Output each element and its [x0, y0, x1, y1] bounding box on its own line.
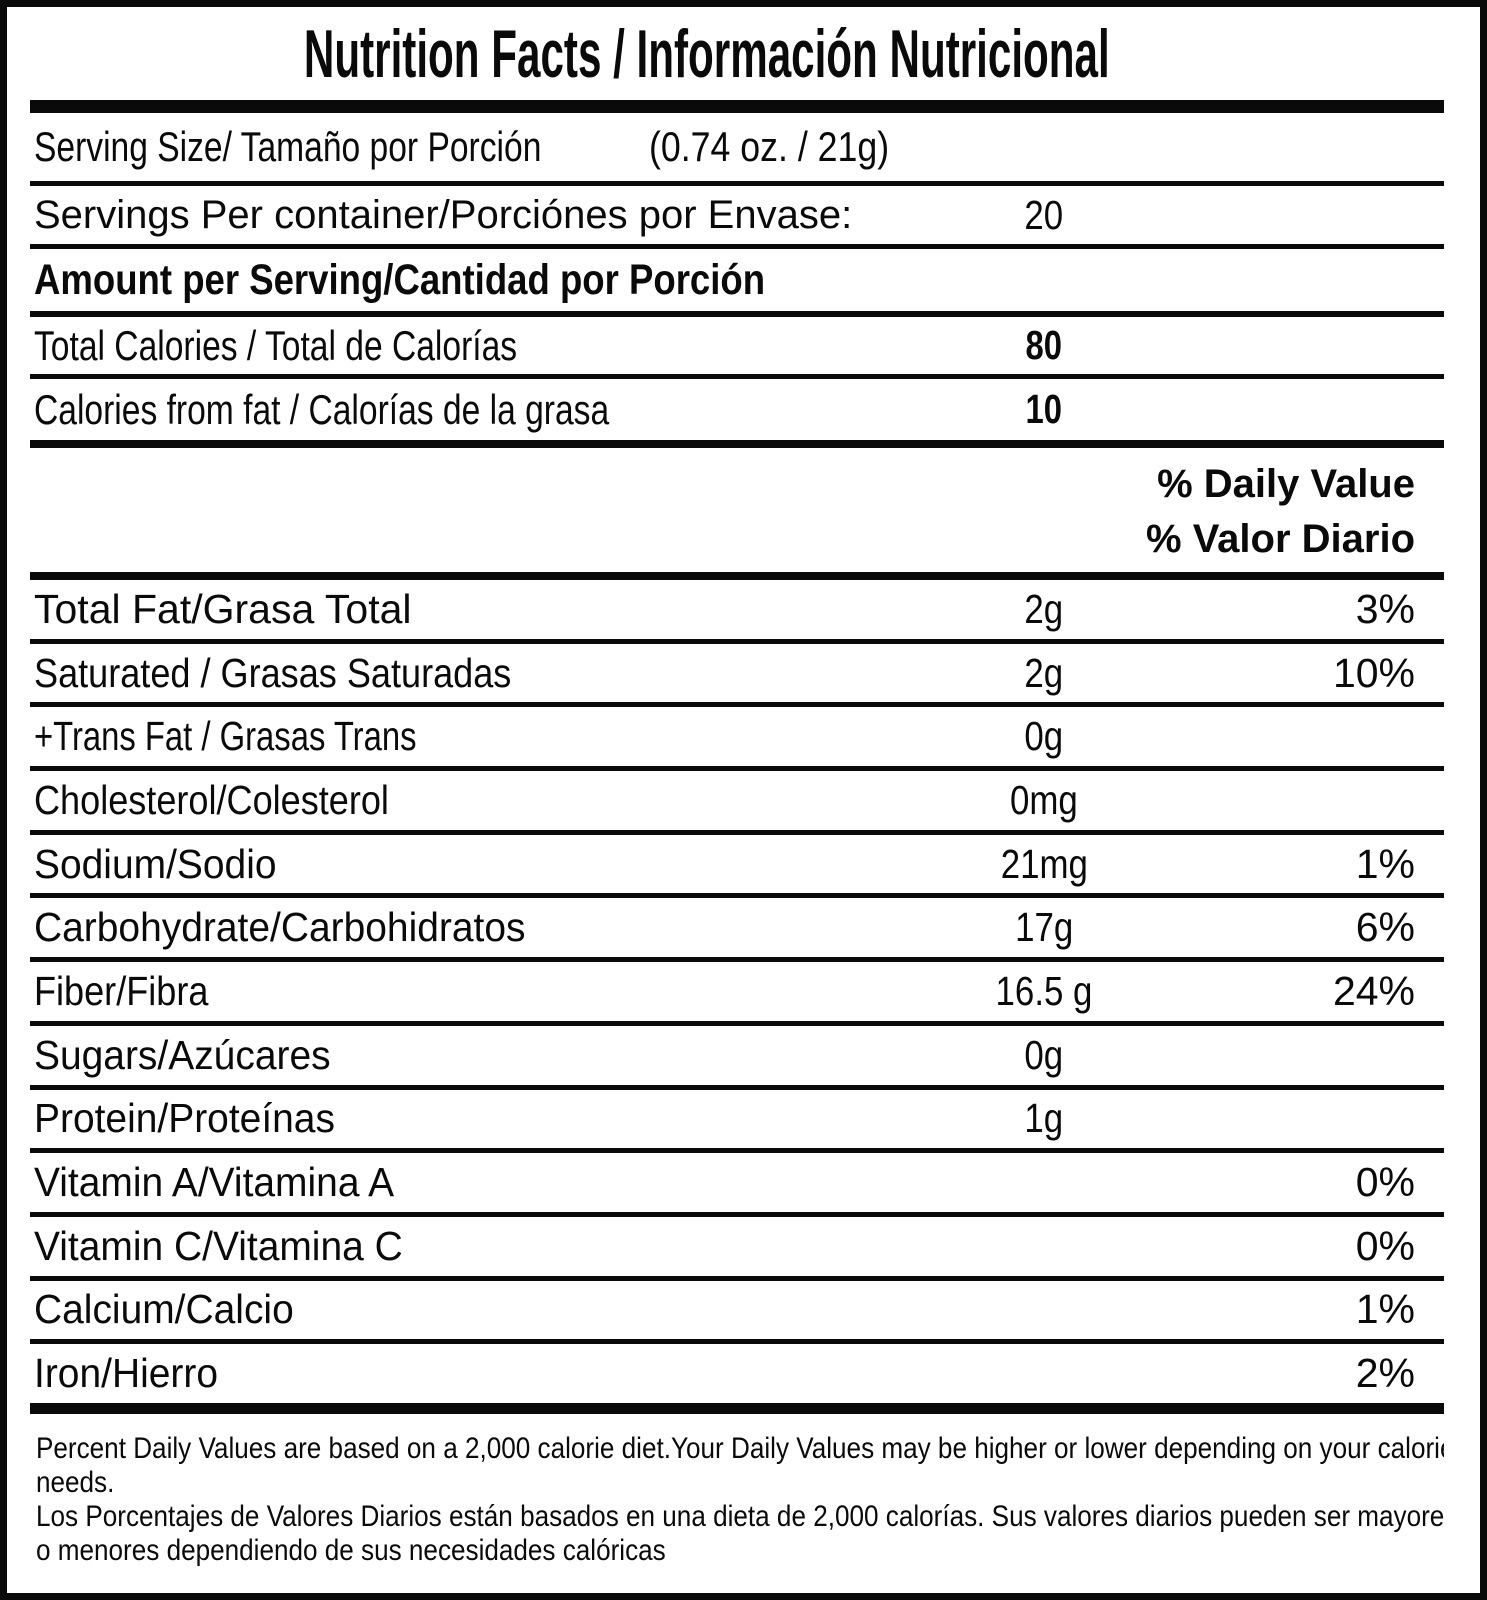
- nutrient-daily-value: 6%: [1355, 904, 1415, 951]
- nutrient-row-carbohydrate: Carbohydrate/Carbohidratos 17g 6%: [30, 898, 1444, 957]
- nutrient-label: Fiber/Fibra: [34, 967, 209, 1014]
- nutrient-daily-value: 0%: [1355, 1222, 1415, 1269]
- servings-per-container-row: Servings Per container/Porciónes por Env…: [30, 186, 1444, 244]
- nutrient-amount: 0g: [1024, 1031, 1064, 1078]
- calories-from-fat-label: Calories from fat / Calorías de la grasa: [34, 385, 610, 433]
- nutrient-row-saturated-fat: Saturated / Grasas Saturadas 2g 10%: [30, 644, 1444, 703]
- footnote-spanish: Los Porcentajes de Valores Diarios están…: [36, 1499, 1444, 1567]
- divider-thick: [30, 1402, 1444, 1414]
- nutrient-row-vitamin-a: Vitamin A/Vitamina A 0%: [30, 1153, 1444, 1212]
- nutrient-daily-value: 1%: [1355, 840, 1415, 887]
- nutrient-daily-value: 1%: [1355, 1286, 1415, 1333]
- nutrient-row-protein: Protein/Proteínas 1g: [30, 1090, 1444, 1149]
- nutrient-daily-value: 24%: [1332, 967, 1415, 1014]
- nutrient-amount: 21mg: [1000, 840, 1088, 887]
- nutrient-label: Cholesterol/Colesterol: [34, 776, 389, 823]
- footnotes: Percent Daily Values are based on a 2,00…: [30, 1414, 1444, 1593]
- serving-size-value: (0.74 oz. / 21g): [649, 123, 890, 170]
- divider: [30, 1084, 1444, 1090]
- nutrient-label: Vitamin A/Vitamina A: [34, 1159, 395, 1206]
- daily-value-header-es: % Valor Diario: [1146, 517, 1415, 561]
- nutrient-label: Sodium/Sodio: [34, 840, 277, 887]
- serving-size-label: Serving Size/ Tamaño por Porción: [34, 123, 542, 170]
- servings-per-container-label: Servings Per container/Porciónes por Env…: [34, 192, 853, 237]
- divider-thick: [30, 440, 1444, 448]
- nutrient-daily-value: 2%: [1355, 1350, 1415, 1397]
- nutrient-row-cholesterol: Cholesterol/Colesterol 0mg: [30, 771, 1444, 830]
- divider: [30, 311, 1444, 317]
- nutrient-amount: 16.5 g: [995, 967, 1093, 1014]
- nutrient-label: +Trans Fat / Grasas Trans: [34, 713, 417, 760]
- nutrient-amount: 1g: [1024, 1095, 1064, 1142]
- divider: [30, 374, 1444, 379]
- divider: [30, 244, 1444, 249]
- amount-per-serving-header: Amount per Serving/Cantidad por Porción: [30, 249, 1444, 311]
- nutrient-row-fiber: Fiber/Fibra 16.5 g 24%: [30, 962, 1444, 1021]
- nutrient-amount: 0g: [1024, 713, 1064, 760]
- divider: [30, 1339, 1444, 1345]
- nutrient-amount: 2g: [1024, 585, 1064, 632]
- calories-from-fat-row: Calories from fat / Calorías de la grasa…: [30, 379, 1444, 440]
- divider-thick: [30, 572, 1444, 580]
- total-calories-value: 80: [1025, 322, 1063, 368]
- servings-per-container-value: 20: [1024, 191, 1064, 238]
- total-calories-row: Total Calories / Total de Calorías 80: [30, 317, 1444, 374]
- daily-value-header: % Daily Value % Valor Diario: [30, 448, 1444, 572]
- label-header: Nutrition Facts / Información Nutriciona…: [30, 7, 1444, 100]
- nutrient-row-sodium: Sodium/Sodio 21mg 1%: [30, 835, 1444, 894]
- divider: [30, 1148, 1444, 1154]
- divider: [30, 1275, 1444, 1281]
- nutrient-row-vitamin-c: Vitamin C/Vitamina C 0%: [30, 1217, 1444, 1276]
- nutrient-amount: 17g: [1014, 904, 1074, 951]
- footnote-english: Percent Daily Values are based on a 2,00…: [36, 1431, 1444, 1499]
- divider: [30, 766, 1444, 772]
- divider: [30, 702, 1444, 708]
- nutrient-label: Carbohydrate/Carbohidratos: [34, 904, 526, 951]
- nutrient-label: Total Fat/Grasa Total: [34, 585, 412, 632]
- page-title: Nutrition Facts / Información Nutriciona…: [304, 15, 1110, 92]
- calories-from-fat-value: 10: [1025, 386, 1063, 432]
- nutrient-label: Protein/Proteínas: [34, 1095, 335, 1142]
- divider: [30, 1020, 1444, 1026]
- nutrient-label: Sugars/Azúcares: [34, 1031, 331, 1078]
- serving-size-row: Serving Size/ Tamaño por Porción (0.74 o…: [30, 113, 1444, 181]
- daily-value-header-en: % Daily Value: [1157, 462, 1415, 506]
- header-thick-bar: [30, 100, 1444, 113]
- nutrient-row-trans-fat: +Trans Fat / Grasas Trans 0g: [30, 707, 1444, 766]
- divider: [30, 893, 1444, 899]
- nutrient-row-total-fat: Total Fat/Grasa Total 2g 3%: [30, 580, 1444, 639]
- amount-per-serving-label: Amount per Serving/Cantidad por Porción: [34, 255, 766, 304]
- nutrient-row-iron: Iron/Hierro 2%: [30, 1344, 1444, 1403]
- nutrient-daily-value: 0%: [1355, 1159, 1415, 1206]
- divider: [30, 181, 1444, 186]
- nutrient-row-calcium: Calcium/Calcio 1%: [30, 1281, 1444, 1340]
- nutrient-row-sugars: Sugars/Azúcares 0g: [30, 1026, 1444, 1085]
- nutrient-daily-value: 3%: [1355, 585, 1415, 632]
- nutrient-label: Calcium/Calcio: [34, 1286, 294, 1333]
- total-calories-label: Total Calories / Total de Calorías: [34, 321, 518, 369]
- nutrient-label: Vitamin C/Vitamina C: [34, 1222, 403, 1269]
- divider: [30, 638, 1444, 644]
- divider: [30, 829, 1444, 835]
- divider: [30, 957, 1444, 963]
- nutrient-label: Saturated / Grasas Saturadas: [34, 649, 512, 696]
- nutrient-daily-value: 10%: [1332, 649, 1415, 696]
- divider: [30, 1211, 1444, 1217]
- nutrient-amount: 0mg: [1010, 776, 1078, 823]
- nutrient-amount: 2g: [1024, 649, 1064, 696]
- nutrient-label: Iron/Hierro: [34, 1350, 218, 1397]
